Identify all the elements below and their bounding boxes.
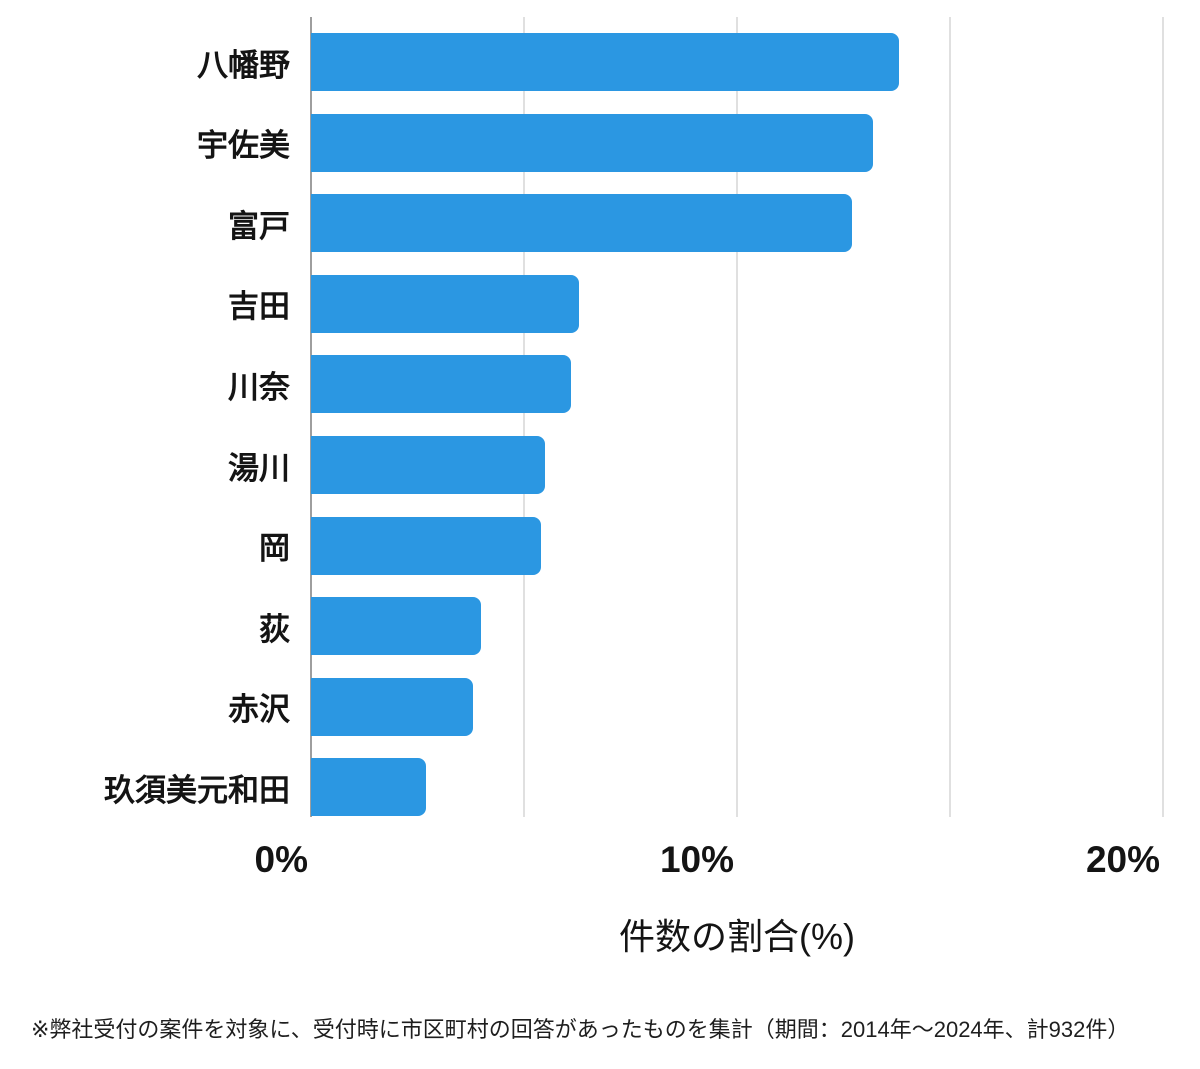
gridline-10pct: [736, 17, 738, 817]
y-axis-label-荻: 荻: [259, 611, 290, 647]
y-axis-label-八幡野: 八幡野: [197, 47, 290, 83]
bar-富戸: [311, 194, 853, 253]
y-axis-label-宇佐美: 宇佐美: [197, 128, 290, 164]
x-tick-label-20%: 20%: [1085, 839, 1160, 880]
gridline-20pct: [1162, 17, 1164, 817]
y-axis-line: [310, 17, 312, 817]
y-axis-label-玖須美元和田: 玖須美元和田: [104, 772, 290, 808]
y-axis-label-吉田: 吉田: [228, 289, 290, 325]
x-tick-label-10%: 10%: [659, 839, 734, 880]
footnote: ※弊社受付の案件を対象に、受付時に市区町村の回答があったものを集計（期間：201…: [31, 1017, 1130, 1042]
y-axis-label-赤沢: 赤沢: [228, 692, 290, 728]
bar-川奈: [311, 355, 571, 414]
bar-赤沢: [311, 677, 473, 736]
bar-八幡野: [311, 33, 899, 91]
bar-玖須美元和田: [311, 758, 427, 817]
x-tick-label-0%: 0%: [254, 839, 308, 880]
plot-area: [310, 17, 1164, 817]
bar-宇佐美: [311, 113, 874, 172]
gridline-5pct: [523, 17, 525, 817]
bar-吉田: [311, 274, 580, 333]
bar-荻: [311, 597, 482, 656]
y-axis-label-岡: 岡: [259, 531, 290, 567]
bar-湯川: [311, 436, 546, 494]
x-axis-title: 件数の割合(%): [619, 916, 855, 957]
y-axis-label-川奈: 川奈: [228, 369, 290, 405]
y-axis-label-湯川: 湯川: [228, 450, 290, 486]
y-axis-label-富戸: 富戸: [228, 208, 290, 244]
gridline-15pct: [949, 17, 951, 817]
bar-岡: [311, 516, 542, 575]
